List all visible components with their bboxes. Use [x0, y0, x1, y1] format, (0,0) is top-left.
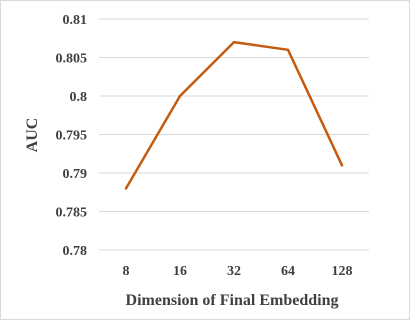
x-axis-ticks: 8 16 32 64 128	[123, 264, 353, 279]
y-tick-label: 0.795	[56, 129, 88, 144]
y-tick-label: 0.79	[63, 167, 88, 182]
series-line	[124, 40, 344, 190]
x-tick-label: 8	[123, 264, 130, 279]
y-axis-title: AUC	[24, 118, 41, 153]
data-point	[178, 94, 182, 98]
data-point	[286, 48, 290, 51]
y-tick-label: 0.81	[63, 13, 88, 28]
series-layer	[124, 40, 344, 190]
x-tick-label: 128	[332, 264, 353, 279]
x-tick-label: 16	[173, 264, 187, 279]
y-tick-label: 0.785	[56, 206, 88, 221]
x-tick-label: 32	[227, 264, 241, 279]
y-tick-label: 0.8	[70, 90, 88, 105]
y-tick-label: 0.78	[63, 244, 88, 259]
data-point	[340, 164, 344, 167]
x-tick-label: 64	[281, 264, 295, 279]
y-axis-ticks: 0.78 0.785 0.79 0.795 0.8 0.805 0.81	[56, 13, 88, 259]
data-point	[232, 40, 236, 44]
y-tick-label: 0.805	[56, 52, 88, 67]
data-point	[124, 187, 128, 190]
x-axis-title: Dimension of Final Embedding	[126, 292, 339, 309]
gridlines	[99, 18, 369, 251]
